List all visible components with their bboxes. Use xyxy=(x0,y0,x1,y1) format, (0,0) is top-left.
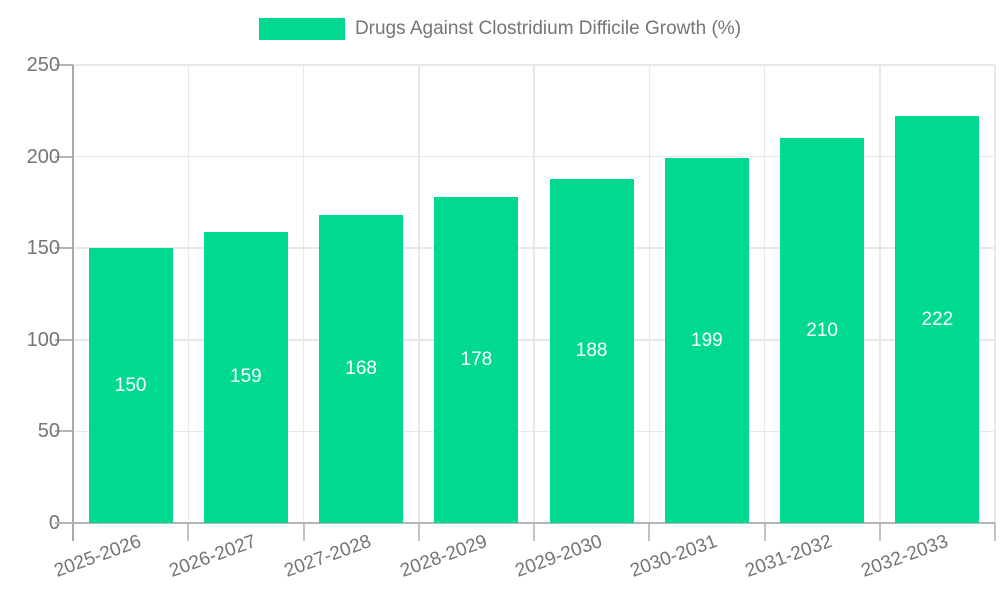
x-axis-tick xyxy=(302,523,305,541)
gridline-vertical xyxy=(533,65,535,523)
y-axis-tick-label: 0 xyxy=(49,512,60,534)
bar-value-label: 150 xyxy=(114,374,147,396)
y-axis-tick-label: 250 xyxy=(26,54,60,76)
x-axis-line xyxy=(55,522,995,524)
bar[interactable]: 168 xyxy=(319,215,404,523)
bar-value-label: 178 xyxy=(460,348,493,370)
bar-value-label: 199 xyxy=(691,329,723,351)
y-axis-tick-label: 50 xyxy=(37,420,60,443)
gridline-vertical xyxy=(418,65,420,523)
bar[interactable]: 199 xyxy=(664,158,749,523)
x-axis-tick-label: 2026-2027 xyxy=(166,531,260,582)
gridline-vertical xyxy=(648,65,650,523)
x-axis-tick-label: 2032-2033 xyxy=(857,531,951,582)
gridline-vertical xyxy=(994,65,996,523)
y-axis-tick xyxy=(55,247,73,250)
y-axis-tick xyxy=(55,338,73,341)
bar[interactable]: 178 xyxy=(434,196,519,523)
y-axis-tick xyxy=(55,155,73,158)
y-axis-tick-label: 200 xyxy=(26,145,60,168)
bar-value-label: 222 xyxy=(921,308,954,330)
bar[interactable]: 150 xyxy=(88,248,173,523)
bar[interactable]: 222 xyxy=(895,116,980,523)
bar-value-label: 159 xyxy=(230,366,262,388)
gridline-vertical xyxy=(763,65,766,523)
bar[interactable]: 188 xyxy=(549,178,634,523)
legend[interactable]: Drugs Against Clostridium Difficile Grow… xyxy=(0,18,1000,40)
y-axis-tick-label: 150 xyxy=(26,237,60,260)
x-axis-tick-label: 2030-2031 xyxy=(627,531,721,582)
y-axis-tick-label: 100 xyxy=(26,328,60,351)
bar[interactable]: 159 xyxy=(203,231,288,523)
x-axis-tick xyxy=(648,523,651,541)
x-axis-tick-label: 2025-2026 xyxy=(51,531,144,582)
y-axis-tick xyxy=(55,430,73,433)
x-axis-tick-label: 2029-2030 xyxy=(512,531,605,582)
y-axis-line xyxy=(72,65,74,541)
y-axis-tick xyxy=(55,64,73,66)
gridline-vertical xyxy=(302,65,305,523)
bar-value-label: 168 xyxy=(345,358,377,380)
legend-swatch xyxy=(258,18,345,40)
x-axis-tick xyxy=(533,523,535,541)
legend-label: Drugs Against Clostridium Difficile Grow… xyxy=(354,18,742,39)
x-axis-tick xyxy=(878,523,881,541)
gridline-vertical xyxy=(879,65,881,523)
gridline-vertical xyxy=(187,65,189,523)
bar[interactable]: 210 xyxy=(780,138,865,523)
x-axis-tick xyxy=(417,523,420,541)
x-axis-tick xyxy=(187,523,190,541)
x-axis-tick-label: 2027-2028 xyxy=(281,531,375,582)
bar-value-label: 188 xyxy=(575,339,608,361)
x-axis-tick-label: 2028-2029 xyxy=(396,531,490,582)
x-axis-tick xyxy=(763,523,766,541)
x-axis-tick xyxy=(994,523,996,541)
bar-value-label: 210 xyxy=(806,319,838,341)
x-axis-tick-label: 2031-2032 xyxy=(742,531,836,582)
